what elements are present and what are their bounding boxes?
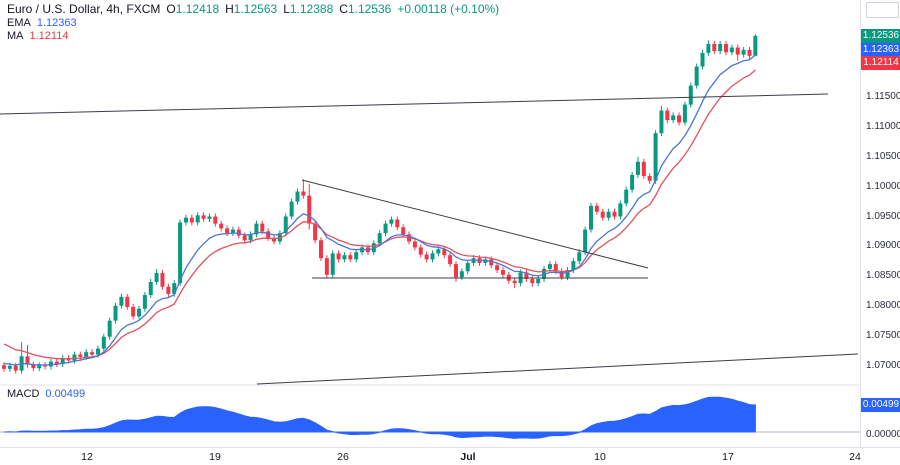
price-axis-label: 1.10000 — [866, 181, 900, 192]
price-badge: 1.12363 — [861, 43, 900, 57]
symbol-ohlc-row: Euro / U.S. Dollar, 4h, FXCM O1.12418 H1.1… — [7, 2, 500, 17]
time-axis-label: 26 — [337, 451, 349, 463]
macd-label[interactable]: MACD — [7, 388, 40, 400]
price-badge: 1.12536 — [861, 29, 900, 43]
ma-legend-row: MA 1.12114 — [7, 30, 499, 44]
high-value: 1.12563 — [233, 2, 278, 16]
time-axis-label: 12 — [81, 451, 93, 463]
macd-value: 0.00499 — [45, 388, 86, 400]
price-axis-label: 1.07000 — [866, 360, 900, 371]
price-axis-label: 1.10500 — [866, 151, 900, 162]
time-axis-label: 10 — [594, 451, 606, 463]
price-axis-label: 1.08500 — [866, 270, 900, 281]
ema-legend-row: EMA 1.12363 — [7, 17, 499, 31]
time-axis-label: 17 — [722, 451, 734, 463]
ema-value: 1.12363 — [36, 16, 77, 29]
price-axis-label: 1.11000 — [866, 121, 900, 132]
symbol-title[interactable]: Euro / U.S. Dollar, 4h, FXCM — [7, 2, 161, 16]
price-axis[interactable]: 1.11500 1.11000 1.10500 1.10000 1.09500 1.090… — [860, 0, 900, 447]
low-label: L — [283, 2, 290, 16]
macd-legend-row: MACD 0.00499 — [7, 388, 85, 400]
open-label: O — [166, 2, 176, 16]
price-badge: 1.12114 — [861, 56, 900, 70]
price-badge: 0.00499 — [861, 398, 900, 412]
high-label: H — [225, 2, 234, 16]
candlestick-chart-canvas[interactable] — [0, 0, 860, 447]
scale-settings-box[interactable] — [866, 2, 899, 18]
ma-value: 1.12114 — [29, 30, 69, 42]
price-axis-label: 1.08000 — [866, 300, 900, 311]
ma-label[interactable]: MA — [7, 30, 24, 42]
time-axis[interactable]: 12 19 26 Jul 10 17 24 — [0, 447, 900, 465]
close-label: C — [339, 2, 348, 16]
time-axis-label: 24 — [849, 451, 861, 463]
price-axis-label: 1.09500 — [866, 211, 900, 222]
close-value: 1.12536 — [347, 2, 392, 16]
open-value: 1.12418 — [175, 2, 220, 16]
low-value: 1.12388 — [289, 2, 334, 16]
chart-legend: Euro / U.S. Dollar, 4h, FXCM O1.12418 H1.1… — [7, 2, 500, 44]
price-axis-label: 1.07500 — [866, 330, 900, 341]
ema-label[interactable]: EMA — [7, 16, 31, 29]
price-axis-label: 0.00000 — [866, 429, 900, 440]
price-axis-label: 1.11500 — [866, 91, 900, 102]
change-value: +0.00118 (+0.10%) — [397, 2, 500, 16]
price-axis-label: 1.09000 — [866, 240, 900, 251]
time-axis-label: Jul — [460, 451, 476, 463]
time-axis-label: 19 — [209, 451, 221, 463]
